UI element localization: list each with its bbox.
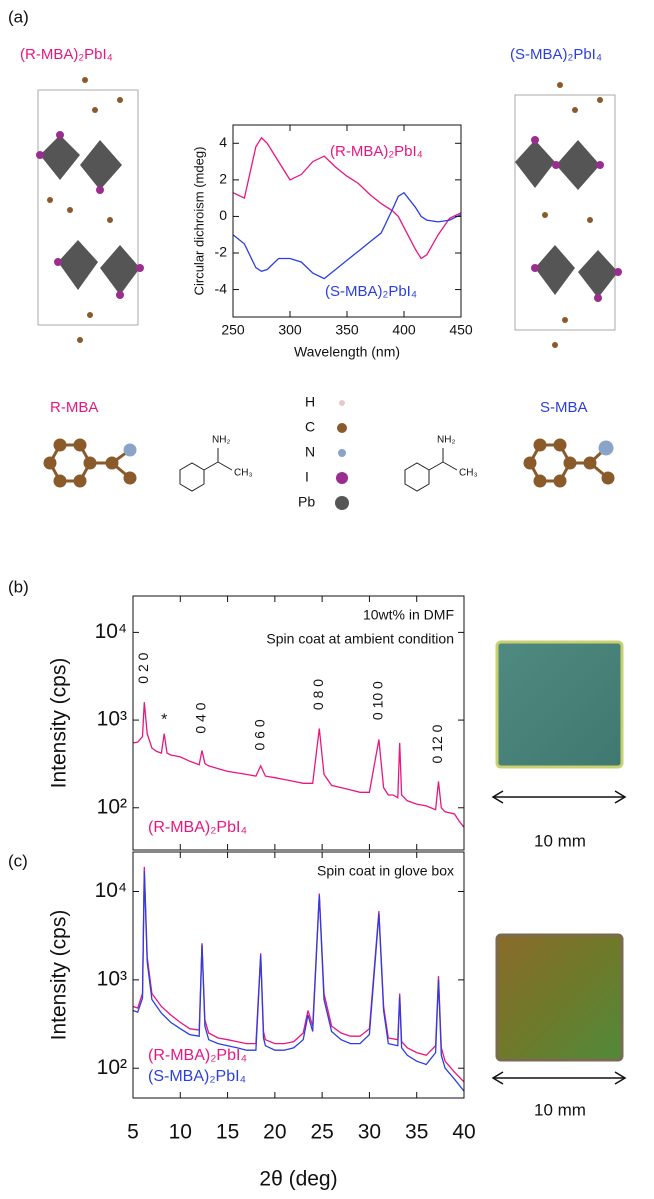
atom-label: C bbox=[305, 419, 315, 435]
atom-label: Pb bbox=[298, 494, 315, 510]
note: Spin coat at ambient condition bbox=[266, 631, 454, 647]
y-tick-label: 10³ bbox=[97, 708, 127, 731]
series-label: (S-MBA)₂PbI₄ bbox=[148, 1068, 246, 1085]
structure-label: (S-MBA)₂PbI₄ bbox=[510, 46, 602, 63]
peak-label: 0 12 0 bbox=[429, 724, 445, 763]
data-line bbox=[133, 702, 464, 827]
peak-label: 0 6 0 bbox=[251, 719, 267, 750]
series-label: (R-MBA)₂PbI₄ bbox=[330, 143, 423, 160]
ball-stick-molecule bbox=[525, 440, 613, 486]
y-tick-label: 2 bbox=[219, 171, 227, 187]
y-tick-label: 10² bbox=[97, 795, 127, 818]
x-tick-label: 20 bbox=[263, 1121, 286, 1144]
peak-label: 0 4 0 bbox=[193, 702, 209, 733]
x-tick-label: 300 bbox=[278, 322, 302, 338]
note: Spin coat in glove box bbox=[317, 863, 454, 879]
data-line bbox=[233, 193, 461, 279]
x-tick-label: 450 bbox=[449, 322, 473, 338]
x-tick-label: 40 bbox=[452, 1121, 475, 1144]
y-axis-label: Intensity (cps) bbox=[48, 658, 71, 789]
note: 10wt% in DMF bbox=[363, 607, 454, 623]
structure-label: (R-MBA)₂PbI₄ bbox=[20, 46, 113, 63]
series-label: (R-MBA)₂PbI₄ bbox=[148, 1047, 247, 1064]
x-tick-label: 15 bbox=[216, 1121, 239, 1144]
group-label: NH₂ bbox=[437, 435, 455, 446]
atom-legend: H C N I Pb bbox=[298, 394, 349, 510]
y-tick-label: 10² bbox=[97, 1056, 127, 1079]
sample-photo bbox=[497, 935, 622, 1060]
peak-label: 0 8 0 bbox=[310, 679, 326, 710]
ball-stick-molecule bbox=[45, 440, 135, 486]
y-tick-label: 0 bbox=[219, 207, 227, 223]
y-tick-label: 4 bbox=[219, 134, 227, 150]
atom-label: I bbox=[305, 469, 309, 485]
peak-label: 0 2 0 bbox=[135, 652, 151, 683]
group-label: NH₂ bbox=[212, 435, 230, 446]
molecule-label: S-MBA bbox=[540, 399, 588, 416]
y-axis-label: Intensity (cps) bbox=[48, 910, 71, 1041]
series-label: (S-MBA)₂PbI₄ bbox=[325, 283, 417, 300]
x-tick-label: 30 bbox=[358, 1121, 381, 1144]
x-axis-label: Wavelength (nm) bbox=[294, 344, 400, 360]
y-tick-label: 10³ bbox=[97, 967, 127, 990]
x-axis-label: 2θ (deg) bbox=[259, 1168, 337, 1191]
y-tick-label: 10⁴ bbox=[95, 620, 127, 643]
molecule-label: R-MBA bbox=[50, 399, 98, 416]
group-label: CH₃ bbox=[459, 468, 478, 479]
figure: (a) (b) (c) (R-MBA)₂PbI₄ (S-MBA)₂PbI₄ R-… bbox=[0, 0, 654, 1199]
series-label: (R-MBA)₂PbI₄ bbox=[148, 819, 247, 836]
crystal-structure bbox=[515, 82, 622, 348]
panel-label: (b) bbox=[8, 577, 29, 596]
scale-label: 10 mm bbox=[534, 831, 586, 850]
x-tick-label: 35 bbox=[405, 1121, 428, 1144]
x-tick-label: 250 bbox=[221, 322, 245, 338]
x-tick-label: 400 bbox=[392, 322, 416, 338]
x-tick-label: 350 bbox=[335, 322, 359, 338]
atom-label: H bbox=[305, 394, 315, 410]
skeletal-formula bbox=[180, 448, 457, 491]
x-tick-label: 25 bbox=[310, 1121, 333, 1144]
y-tick-label: 10⁴ bbox=[95, 879, 127, 902]
group-label: CH₃ bbox=[234, 468, 253, 479]
y-axis-label: Circular dichroism (mdeg) bbox=[191, 147, 206, 296]
crystal-structure bbox=[36, 77, 144, 343]
panel-label: (c) bbox=[8, 851, 28, 870]
x-tick-label: 10 bbox=[169, 1121, 192, 1144]
sample-photo bbox=[497, 642, 622, 767]
atom-label: N bbox=[305, 444, 315, 460]
x-tick-label: 5 bbox=[127, 1121, 139, 1144]
peak-label: 0 10 0 bbox=[370, 681, 386, 720]
y-tick-label: -4 bbox=[215, 280, 228, 296]
panel-label: (a) bbox=[8, 7, 29, 26]
peak-label: * bbox=[161, 711, 167, 728]
y-tick-label: -2 bbox=[215, 244, 228, 260]
scale-label: 10 mm bbox=[534, 1100, 586, 1119]
